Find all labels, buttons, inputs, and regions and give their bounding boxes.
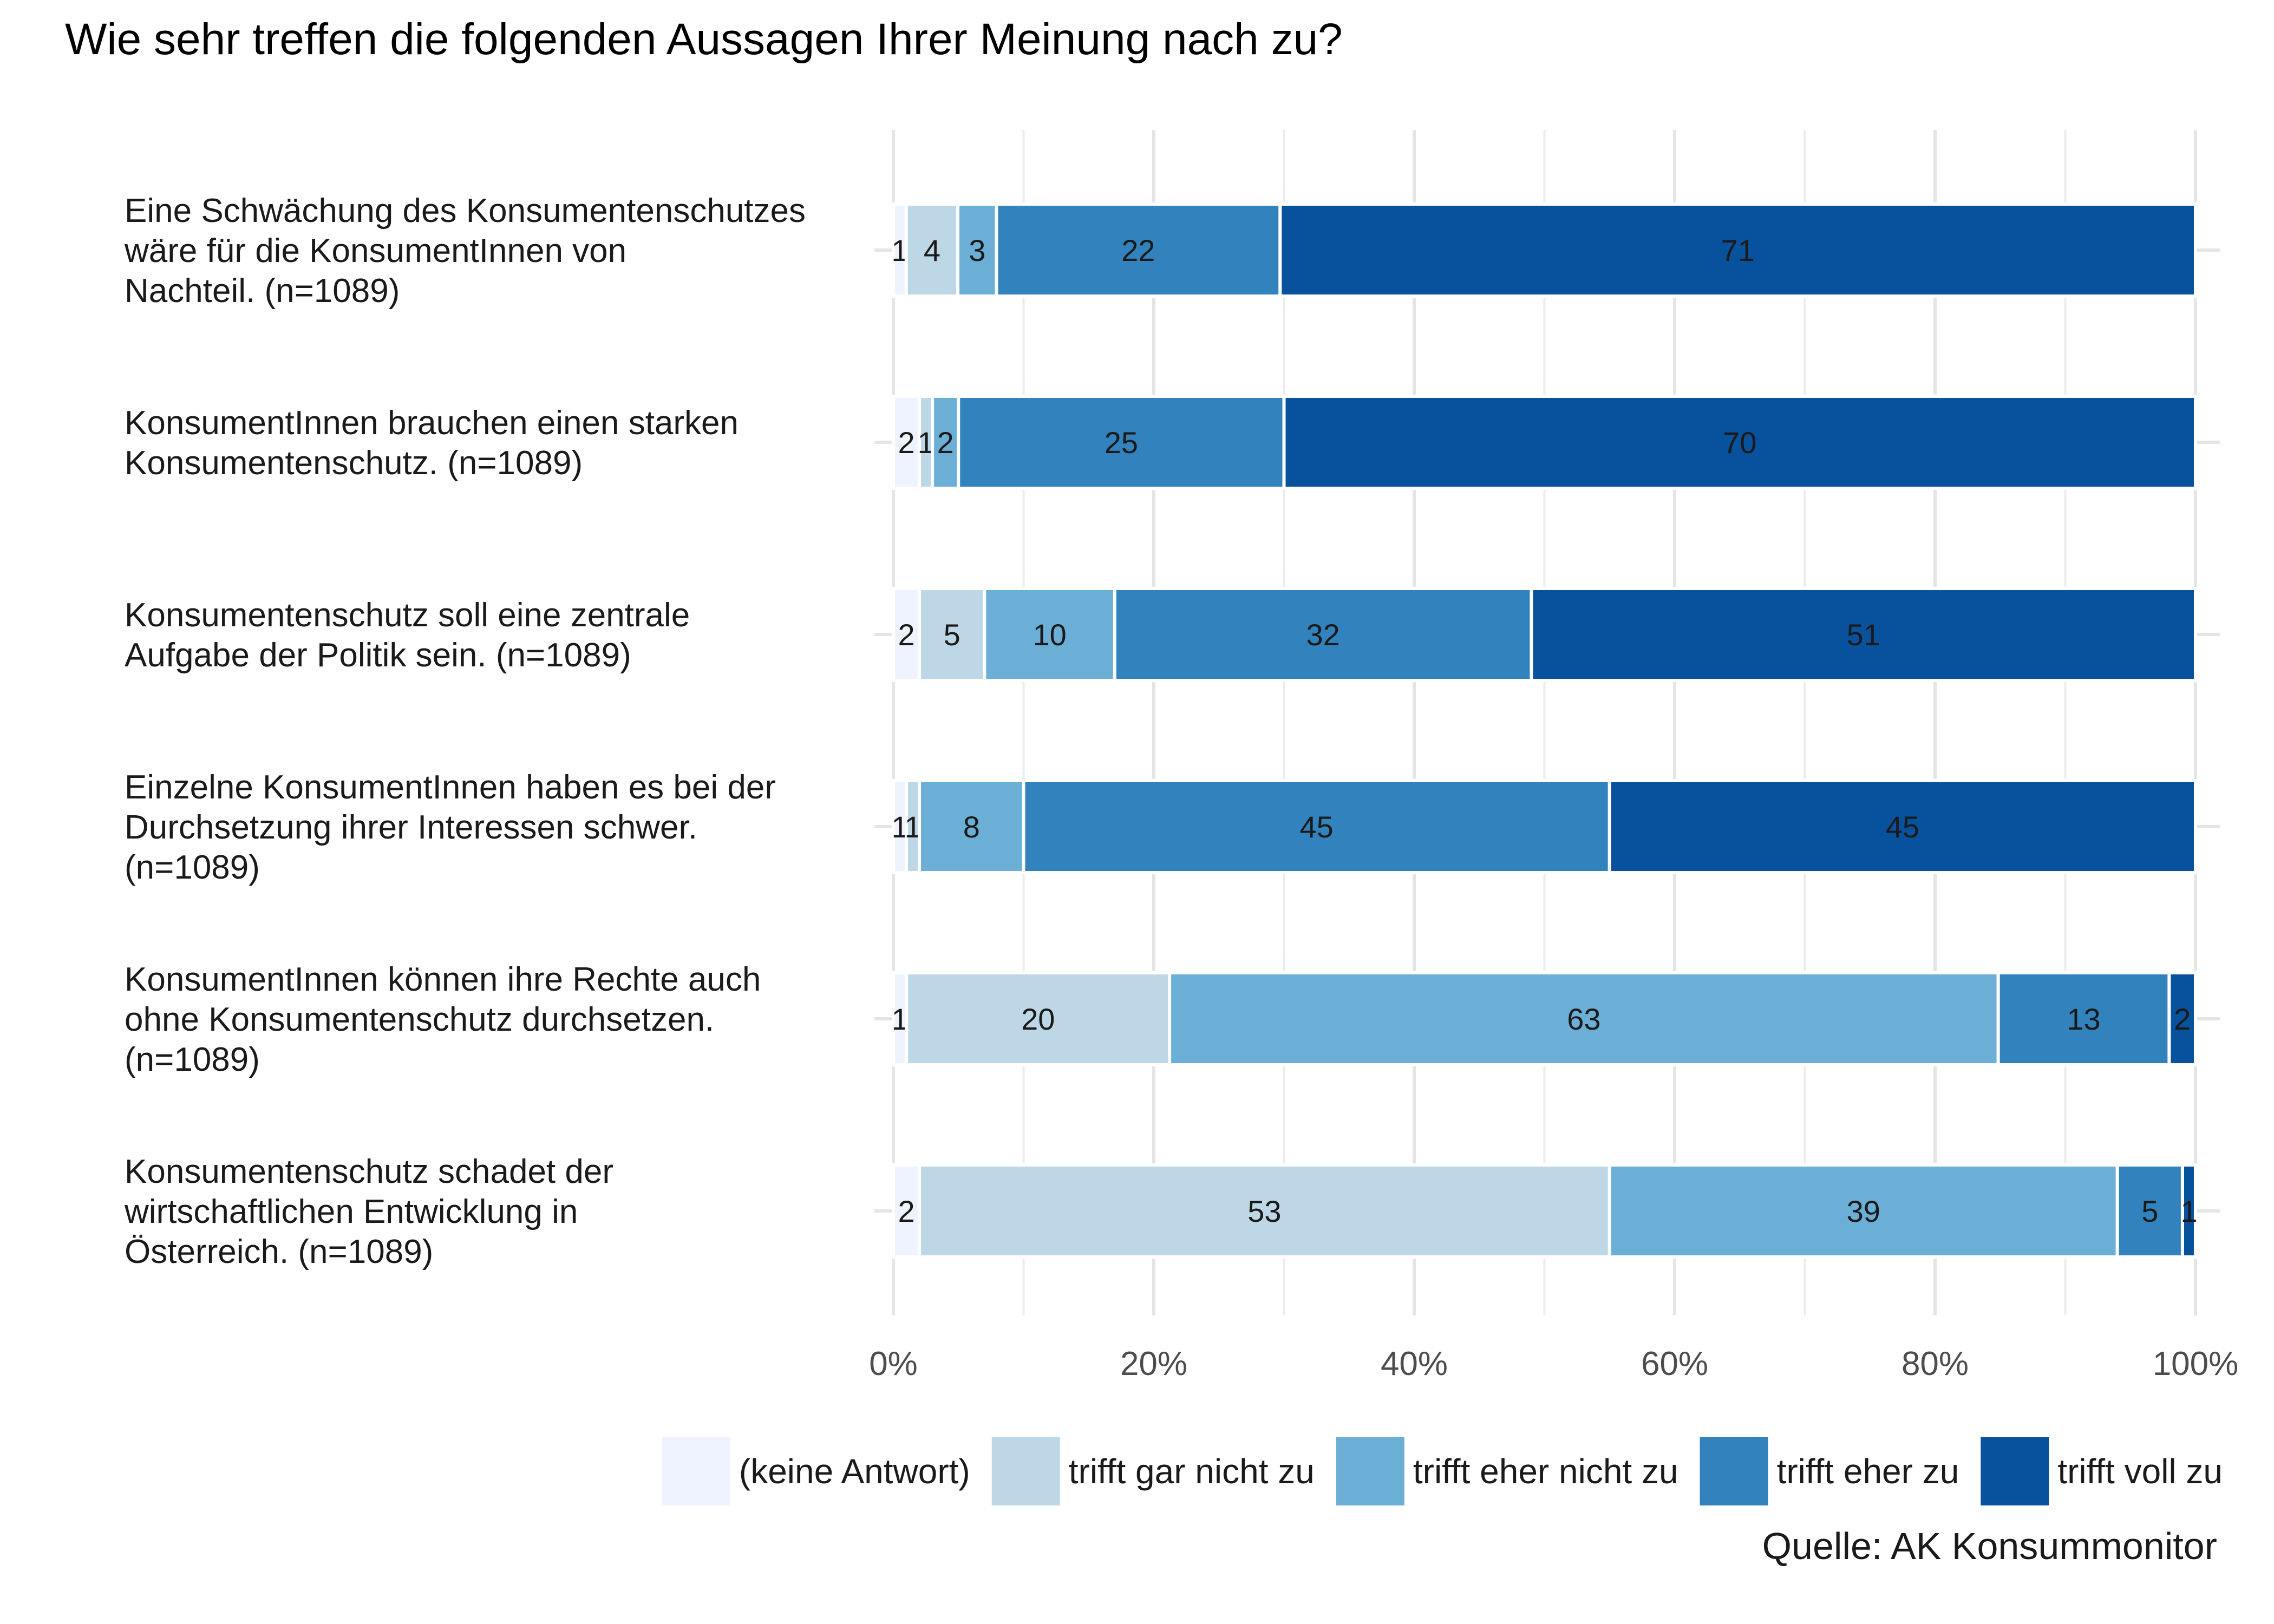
bar-value-label: 2 (898, 1194, 914, 1228)
legend: (keine Antwort) trifft gar nicht zu trifft… (662, 1437, 2223, 1505)
legend-label: (keine Antwort) (739, 1452, 970, 1491)
legend-swatch (1700, 1437, 1768, 1505)
bar-segment (995, 202, 1282, 298)
bar-segment (1282, 395, 2197, 490)
grid (874, 130, 2220, 1315)
x-tick-label: 0% (869, 1345, 918, 1383)
legend-swatch (991, 1437, 1060, 1505)
x-tick-label: 40% (1381, 1345, 1448, 1383)
bar-value-label: 25 (1105, 425, 1138, 460)
legend-swatch (662, 1437, 730, 1505)
bar-value-label: 10 (1033, 618, 1066, 652)
legend-label: trifft voll zu (2057, 1452, 2223, 1491)
bar-segment (1113, 587, 1533, 682)
bar-segment (892, 395, 922, 490)
bar-value-label: 2 (937, 425, 954, 460)
bar-segment (2167, 971, 2197, 1066)
x-tick-label: 80% (1901, 1345, 1969, 1383)
bar-segment (983, 587, 1116, 682)
legend-swatch (1981, 1437, 2049, 1505)
category-label: Einzelne KonsumentInnen haben es bei der… (125, 769, 776, 886)
bar-value-label: 8 (963, 810, 980, 844)
x-tick-label: 60% (1641, 1345, 1708, 1383)
x-tick-label: 20% (1120, 1345, 1187, 1383)
bar-value-label: 45 (1886, 810, 1919, 844)
bar-value-label: 5 (2141, 1194, 2158, 1228)
bar-value-label: 51 (1847, 618, 1880, 652)
category-labels: Eine Schwächung des Konsumentenschutzes w… (124, 192, 806, 1271)
bar-segment (931, 395, 960, 490)
category-label: Konsumentenschutz soll eine zentrale Aufg… (125, 597, 690, 674)
bar-segment (904, 202, 960, 298)
bar-value-label: 53 (1247, 1194, 1281, 1228)
legend-label: trifft gar nicht zu (1069, 1452, 1315, 1491)
x-axis-ticks: 0% 20% 40% 60% 80% 100% (869, 1345, 2238, 1383)
bar-value-label: 39 (1847, 1194, 1880, 1228)
bar-value-label: 2 (2174, 1002, 2191, 1036)
bar-value-label: 70 (1723, 425, 1756, 460)
bar-value-label: 32 (1306, 618, 1340, 652)
bar-value-label: 2 (898, 618, 914, 652)
bar-segment (918, 1163, 1611, 1259)
bar-value-label: 20 (1021, 1002, 1055, 1036)
source-caption: Quelle: AK Konsummonitor (1762, 1525, 2217, 1567)
bar-value-label: 5 (944, 618, 960, 652)
bar-segment (956, 202, 998, 298)
bar-value-label: 1 (2180, 1194, 2197, 1228)
category-label: Konsumentenschutz schadet der wirtschaftl… (124, 1153, 613, 1271)
bar-segment (2180, 1163, 2197, 1259)
bar-segment (1608, 779, 2197, 874)
bar-segment (1530, 587, 2197, 682)
bar-segment (957, 395, 1286, 490)
bar-segment (1278, 202, 2197, 298)
bar-segment (1168, 971, 2000, 1066)
x-tick-label: 100% (2153, 1345, 2239, 1383)
bar-segment (905, 971, 1172, 1066)
category-label: KonsumentInnen brauchen einen starken Kon… (125, 404, 739, 482)
bar-segment (918, 587, 986, 682)
bar-value-label: 71 (1721, 233, 1755, 267)
bar-value-label: 4 (924, 233, 940, 267)
legend-swatch (1336, 1437, 1404, 1505)
bar-value-label: 22 (1121, 233, 1155, 267)
category-label: Eine Schwächung des Konsumentenschutzes w… (124, 192, 806, 310)
bar-segment (1608, 1163, 2119, 1259)
bar-value-label: 45 (1299, 810, 1333, 844)
bar-segment (1996, 971, 2171, 1066)
bar-segment (1022, 779, 1611, 874)
bar-segment (892, 587, 922, 682)
legend-label: trifft eher zu (1777, 1452, 1959, 1491)
bar-value-label: 13 (2067, 1002, 2100, 1036)
chart-title: Wie sehr treffen die folgenden Aussagen … (65, 15, 1343, 64)
bar-value-label: 3 (969, 233, 985, 267)
bar-value-label: 63 (1567, 1002, 1600, 1036)
bar-value-label: 2 (898, 425, 914, 460)
category-label: KonsumentInnen können ihre Rechte auch oh… (125, 961, 761, 1078)
legend-label: trifft eher nicht zu (1413, 1452, 1678, 1491)
bar-segment (918, 779, 1025, 874)
